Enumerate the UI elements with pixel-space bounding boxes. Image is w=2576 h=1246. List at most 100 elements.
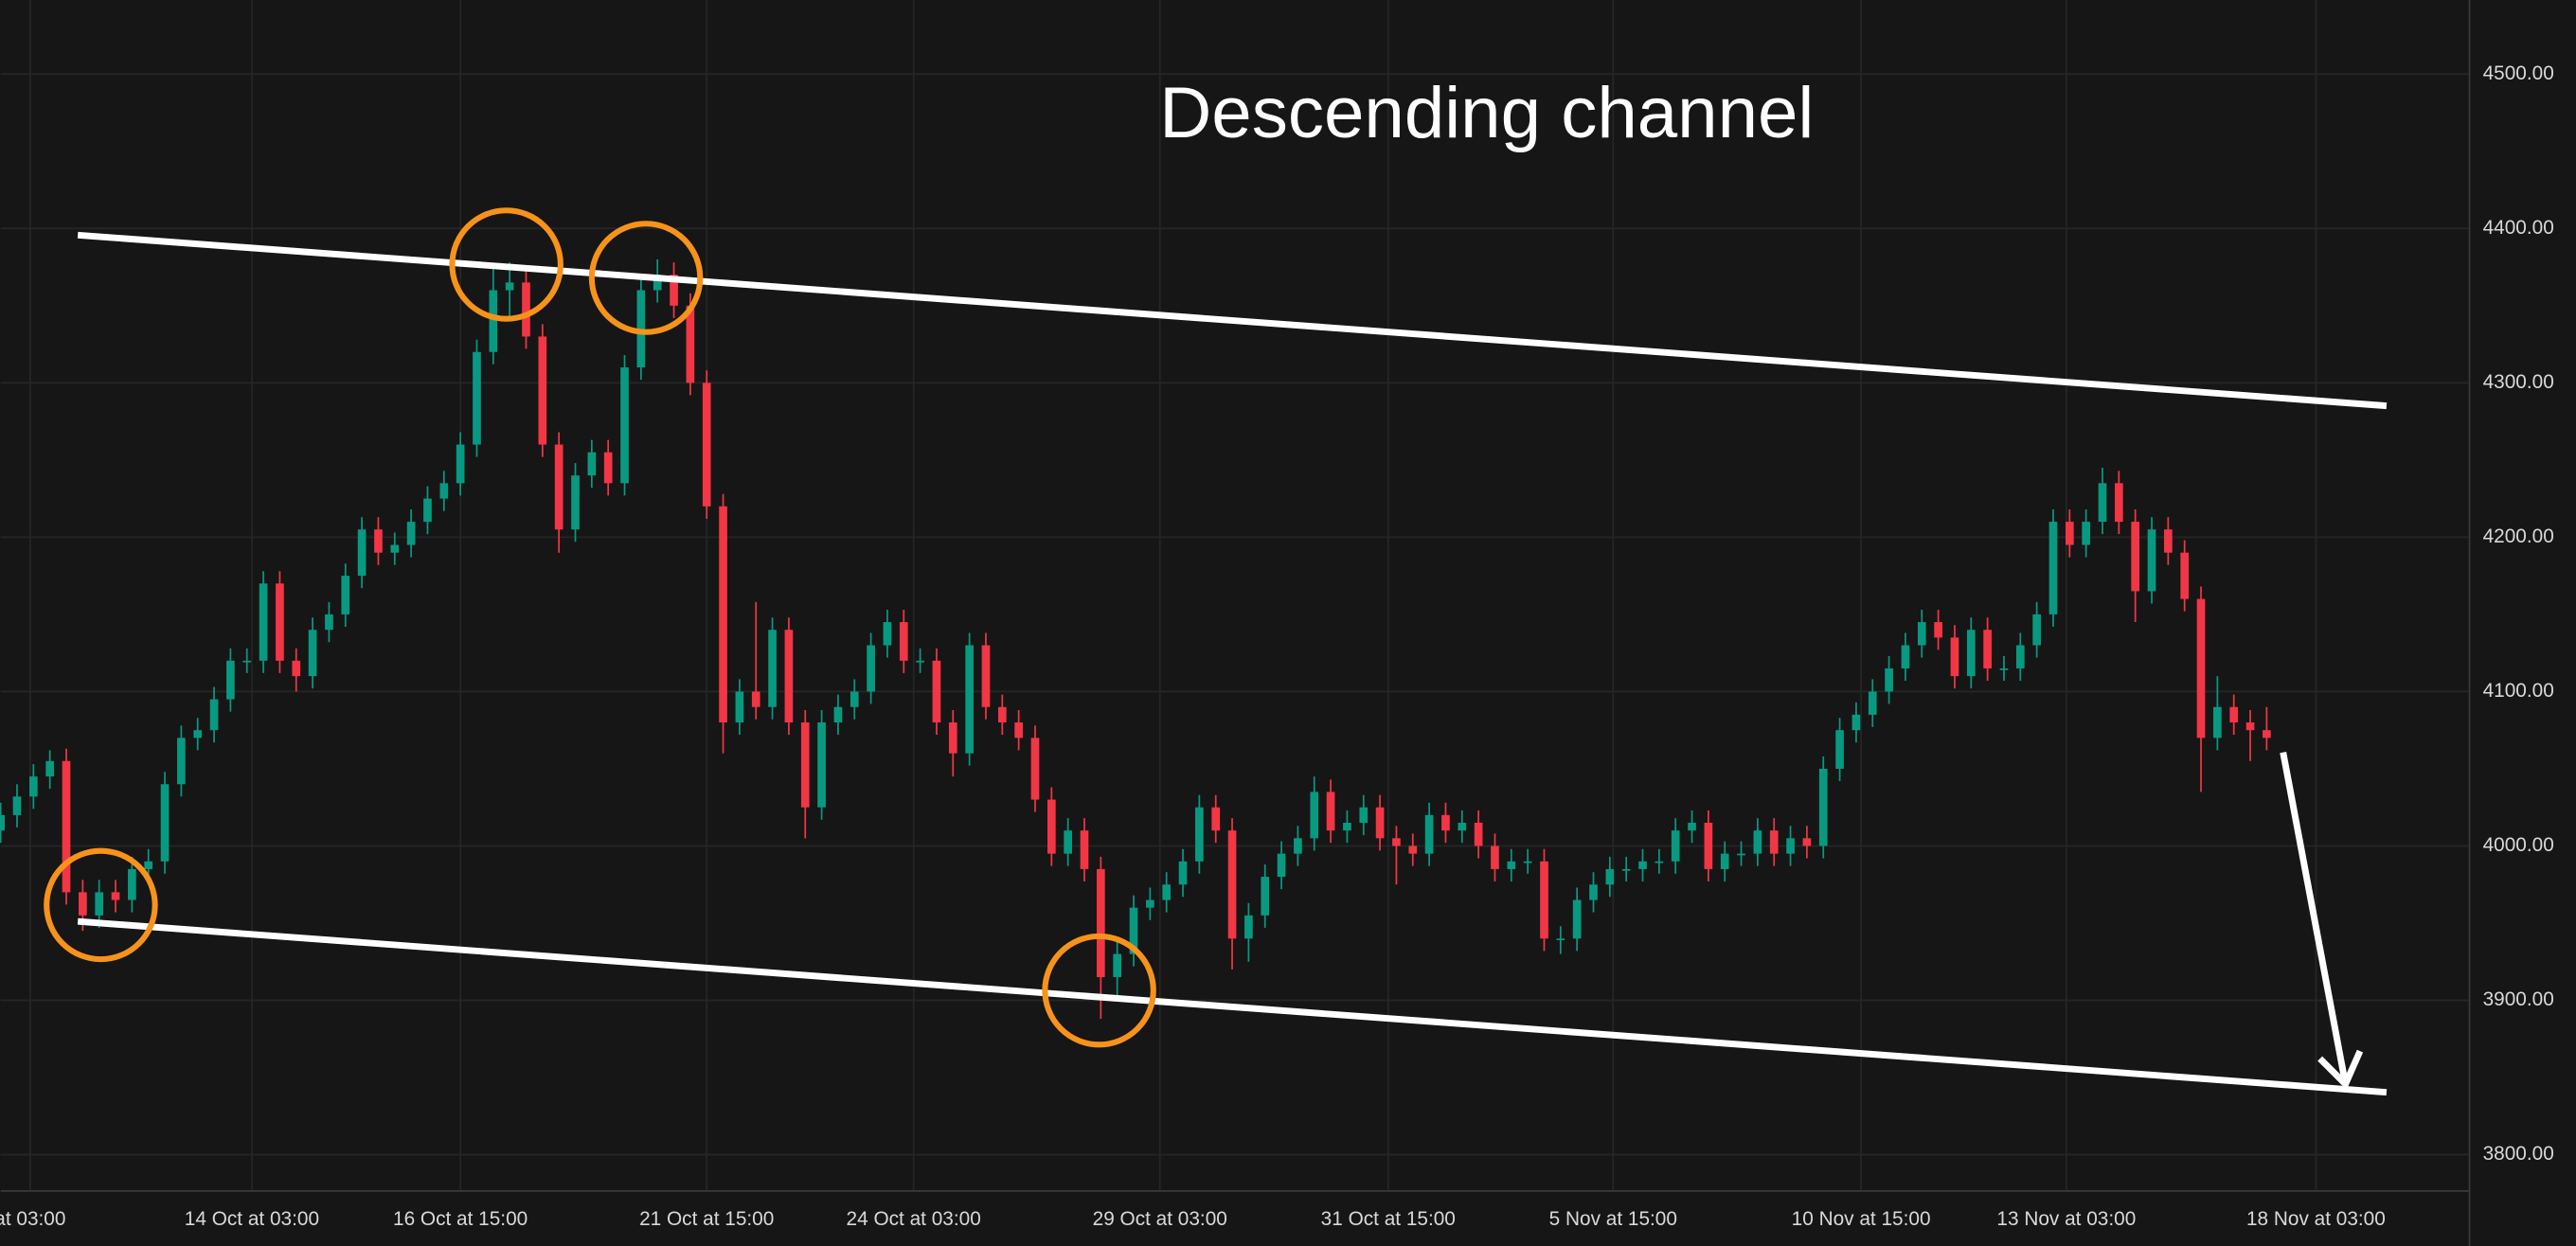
candle-body — [571, 475, 580, 530]
candle-body — [1671, 830, 1680, 862]
candle-body — [1080, 830, 1089, 869]
candle-body — [1424, 814, 1434, 854]
x-tick-label: 21 Oct at 15:00 — [639, 1208, 774, 1230]
trendline — [77, 917, 2388, 1096]
candle-body — [390, 544, 400, 553]
candle-body — [226, 660, 235, 700]
trendline — [77, 231, 2388, 410]
candle-body — [439, 483, 449, 499]
candle-body — [2048, 522, 2058, 614]
candle-body — [1014, 722, 1023, 739]
candle-body — [2229, 706, 2239, 723]
candle-body — [1556, 938, 1565, 941]
candle-body — [1146, 899, 1154, 908]
candle-body — [1572, 899, 1582, 939]
candle-body — [1310, 792, 1319, 839]
x-tick-label: 5 Nov at 15:00 — [1549, 1208, 1677, 1230]
candle-body — [1917, 622, 1926, 646]
highlight-circle — [449, 207, 564, 322]
candle-body — [2098, 483, 2107, 523]
candle-body — [784, 630, 794, 723]
candle-body — [242, 660, 252, 663]
candle-body — [1999, 668, 2009, 670]
candle-body — [587, 452, 597, 476]
candle-body — [193, 730, 203, 739]
y-tick-label: 4400.00 — [2483, 217, 2554, 239]
candle-body — [554, 444, 564, 530]
candle-body — [95, 892, 104, 916]
candle-body — [1802, 838, 1812, 846]
arrow-shaft — [2280, 752, 2350, 1085]
annotations — [44, 207, 2388, 1096]
candle-body — [1868, 691, 1877, 715]
candle-body — [1540, 861, 1548, 939]
x-tick-label: 16 Oct at 15:00 — [393, 1208, 528, 1230]
candle-body — [2263, 730, 2271, 739]
candle-body — [276, 583, 284, 661]
candle-body — [1688, 823, 1696, 831]
candle-body — [719, 506, 727, 723]
x-tick-label: 13 Nov at 03:00 — [1996, 1208, 2136, 1230]
candle-body — [456, 444, 465, 484]
candle-body — [1064, 830, 1072, 854]
candle-body — [111, 892, 120, 900]
candle-body — [686, 305, 695, 383]
candle-body — [997, 706, 1007, 723]
candle-body — [1178, 861, 1188, 885]
candle-body — [1261, 877, 1270, 916]
candle-body — [2245, 722, 2255, 731]
candles — [0, 258, 2271, 1020]
candle-body — [1966, 630, 1976, 677]
candle-body — [473, 351, 481, 445]
candle-body — [423, 498, 432, 523]
candle-body — [2180, 552, 2190, 599]
y-tick-label: 4000.00 — [2483, 834, 2554, 856]
candle-body — [0, 814, 5, 831]
candle-body — [2164, 529, 2173, 553]
candle-body — [259, 583, 268, 661]
candle-body — [1901, 645, 1910, 668]
candle-body — [653, 275, 662, 291]
candle-body — [1934, 622, 1942, 638]
candle-body — [1655, 861, 1664, 863]
candle-body — [603, 452, 613, 484]
candle-body — [1458, 823, 1467, 831]
candle-body — [2196, 598, 2206, 739]
candle-body — [2082, 522, 2090, 545]
y-tick-label: 4500.00 — [2483, 62, 2554, 84]
y-tick-label: 4200.00 — [2483, 525, 2554, 547]
candle-body — [1129, 907, 1138, 954]
y-tick-label: 4300.00 — [2483, 371, 2554, 393]
candle-body — [357, 529, 367, 577]
arrow-head — [2317, 1049, 2364, 1091]
candle-body — [1852, 714, 1861, 731]
candle-body — [1375, 807, 1385, 839]
candle-body — [965, 645, 974, 754]
x-tick-label: 10 Nov at 15:00 — [1792, 1208, 1931, 1230]
candle-body — [209, 699, 219, 731]
candle-body — [1343, 823, 1351, 831]
candle-body — [79, 892, 87, 916]
candle-body — [505, 282, 514, 291]
candle-body — [2065, 522, 2074, 545]
candle-body — [1621, 868, 1631, 871]
candle-body — [1359, 807, 1368, 824]
candle-body — [1491, 846, 1499, 869]
candle-body — [522, 282, 530, 337]
x-tick-label: 18 Nov at 03:00 — [2246, 1208, 2386, 1230]
candle-body — [1030, 738, 1040, 800]
y-tick-label: 3900.00 — [2483, 988, 2554, 1010]
candle-body — [916, 660, 924, 663]
candle-body — [160, 784, 170, 862]
candle-body — [1704, 823, 1713, 869]
candle-body — [1786, 838, 1795, 854]
candle-body — [948, 722, 957, 754]
candle-body — [620, 367, 629, 484]
candle-body — [1326, 792, 1335, 831]
candle-body — [1392, 838, 1401, 846]
candle-body — [2147, 529, 2156, 592]
candle-body — [1769, 830, 1779, 854]
candle-body — [45, 760, 55, 777]
highlight-circle — [588, 221, 704, 335]
